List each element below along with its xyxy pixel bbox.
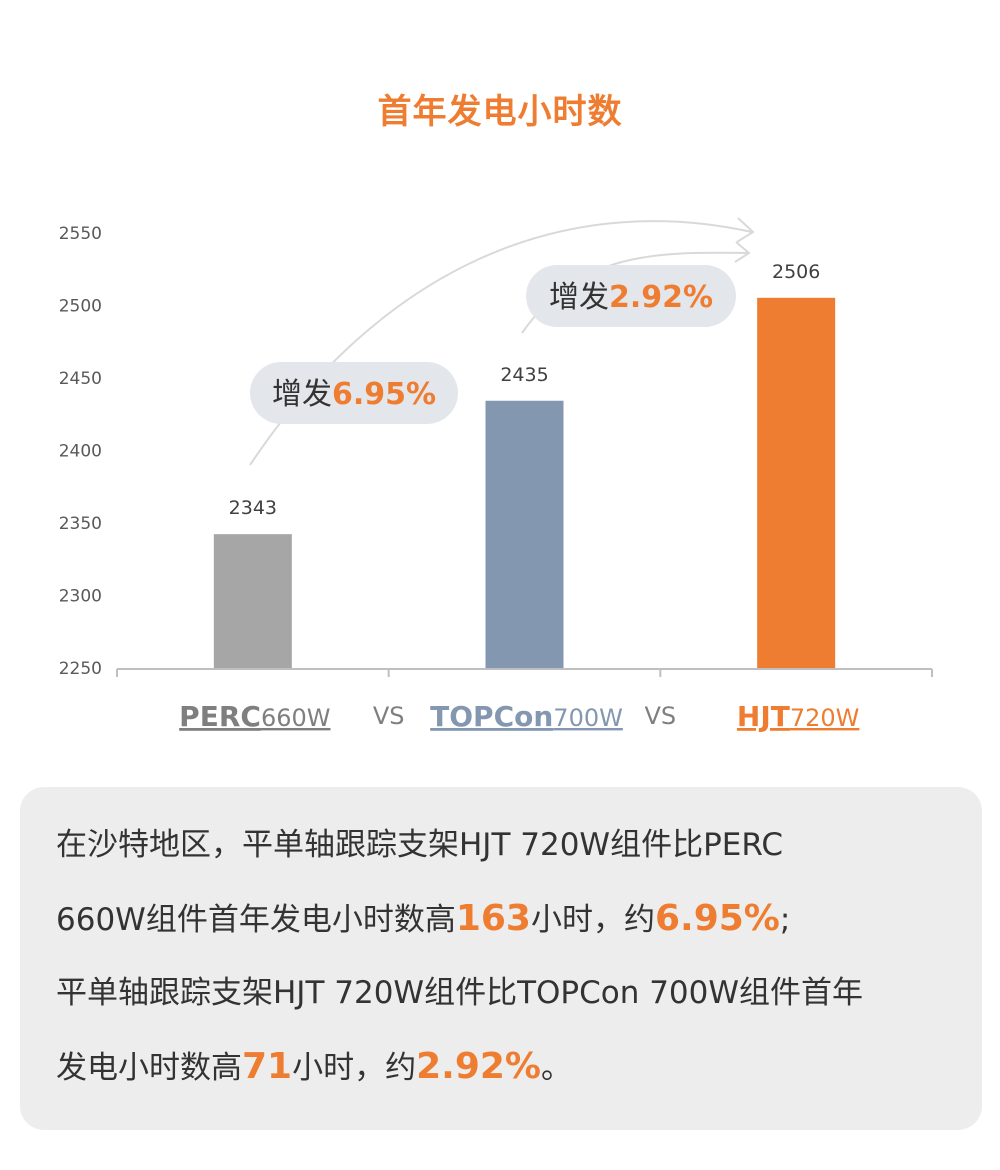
bar-hjt bbox=[757, 297, 836, 669]
bar-chart: 2250 2300 2350 2400 2450 2500 2550 2343 2435 2506… bbox=[59, 217, 933, 733]
data-label: 2435 bbox=[500, 364, 548, 386]
arrowhead-icon bbox=[734, 241, 751, 263]
chart-title: 首年发电小时数 bbox=[377, 92, 623, 132]
vs-separator: VS bbox=[373, 702, 405, 730]
note-text: 660W组件首年发电小时数高 bbox=[56, 902, 456, 938]
y-tick-label: 2450 bbox=[59, 369, 102, 389]
note-line: 在沙特地区，平单轴跟踪支架HJT 720W组件比PERC bbox=[56, 809, 952, 882]
x-category-label: TOPCon700W bbox=[430, 700, 623, 733]
note-text: 在沙特地区，平单轴跟踪支架HJT 720W组件比PERC bbox=[56, 827, 783, 863]
note-text: 发电小时数高 bbox=[56, 1050, 242, 1086]
x-category-label: HJT720W bbox=[737, 700, 860, 733]
y-tick-label: 2550 bbox=[59, 224, 102, 244]
note-line: 平单轴跟踪支架HJT 720W组件比TOPCon 700W组件首年 bbox=[56, 957, 952, 1030]
y-tick-label: 2350 bbox=[59, 514, 102, 534]
note-line: 660W组件首年发电小时数高163小时，约6.95%; bbox=[56, 882, 952, 957]
data-label: 2343 bbox=[229, 497, 277, 519]
y-tick-label: 2400 bbox=[59, 442, 102, 462]
summary-note: 在沙特地区，平单轴跟踪支架HJT 720W组件比PERC 660W组件首年发电小时… bbox=[20, 787, 982, 1130]
increase-badge-text: 增发2.92% bbox=[549, 280, 713, 315]
note-text: 小时，约 bbox=[530, 902, 655, 938]
note-text: 。 bbox=[541, 1050, 573, 1086]
increase-badge-text: 增发6.95% bbox=[272, 377, 436, 412]
note-text: 小时，约 bbox=[292, 1050, 417, 1086]
note-text: 平单轴跟踪支架HJT 720W组件比TOPCon 700W组件首年 bbox=[56, 975, 864, 1011]
y-tick-label: 2500 bbox=[59, 297, 102, 317]
increase-badge bbox=[526, 265, 736, 327]
note-text: ; bbox=[779, 902, 791, 938]
note-highlight: 71 bbox=[242, 1046, 293, 1087]
note-highlight: 2.92% bbox=[416, 1046, 542, 1087]
y-tick-label: 2250 bbox=[59, 659, 102, 679]
arrowhead-icon bbox=[736, 217, 755, 243]
vs-separator: VS bbox=[645, 702, 677, 730]
y-tick-label: 2300 bbox=[59, 587, 102, 607]
bar-perc bbox=[213, 534, 292, 669]
note-line: 发电小时数高71小时，约2.92%。 bbox=[56, 1030, 952, 1105]
increase-badge bbox=[250, 362, 458, 424]
note-highlight: 6.95% bbox=[654, 898, 780, 939]
bar-topcon bbox=[485, 400, 564, 669]
note-highlight: 163 bbox=[455, 898, 531, 939]
x-category-label: PERC660W bbox=[179, 700, 330, 733]
data-label: 2506 bbox=[772, 261, 820, 283]
